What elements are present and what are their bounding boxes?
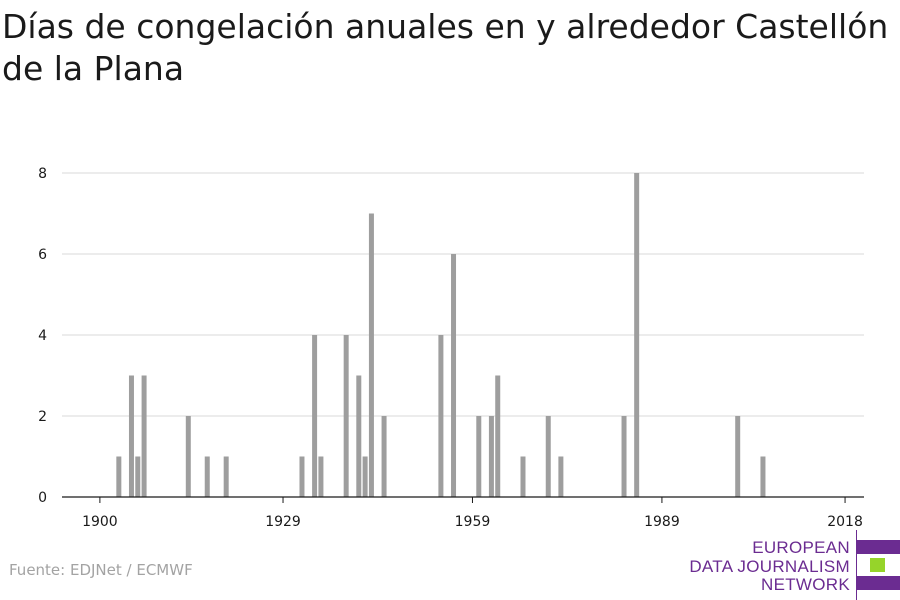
bar — [185, 416, 191, 497]
bar — [438, 335, 444, 497]
bar — [451, 254, 457, 497]
x-tick-label: 1959 — [455, 514, 491, 530]
x-tick-label: 2018 — [827, 514, 863, 530]
logo-divider — [856, 530, 857, 600]
bar — [476, 416, 482, 497]
bar — [204, 456, 210, 497]
logo-bar-middle — [870, 558, 885, 572]
bar — [634, 173, 640, 497]
bar — [318, 456, 324, 497]
y-tick-label: 8 — [38, 166, 47, 182]
bar — [141, 375, 147, 497]
logo-bar-top — [857, 540, 900, 554]
bar — [299, 456, 305, 497]
bar — [381, 416, 387, 497]
bar — [116, 456, 122, 497]
y-tick-label: 4 — [38, 328, 47, 344]
bar — [362, 456, 368, 497]
logo-line-1: EUROPEAN — [752, 538, 850, 557]
x-tick-label: 1989 — [644, 514, 680, 530]
bar — [223, 456, 229, 497]
bar — [312, 335, 318, 497]
source-note: Fuente: EDJNet / ECMWF — [9, 561, 193, 579]
bar — [356, 375, 362, 497]
bar — [488, 416, 494, 497]
bar — [135, 456, 141, 497]
edjnet-logo: EUROPEAN DATA JOURNALISM NETWORK — [689, 530, 900, 600]
y-tick-label: 6 — [38, 247, 47, 263]
logo-line-2: DATA JOURNALISM — [689, 557, 850, 576]
x-tick-label: 1900 — [82, 514, 118, 530]
logo-bar-bottom — [857, 576, 900, 590]
bars — [116, 173, 766, 497]
bar — [128, 375, 134, 497]
bar — [343, 335, 349, 497]
bar — [368, 213, 374, 497]
gridlines — [62, 172, 864, 417]
y-tick-label: 0 — [38, 490, 47, 506]
bar — [495, 375, 501, 497]
bar — [558, 456, 564, 497]
logo-line-3: NETWORK — [761, 575, 850, 594]
bar — [735, 416, 741, 497]
bar — [545, 416, 551, 497]
y-tick-label: 2 — [38, 409, 47, 425]
axes: 0 2 4 6 8 1900 1929 1959 1989 2018 — [38, 166, 864, 530]
bar — [621, 416, 627, 497]
bar — [520, 456, 526, 497]
bar — [760, 456, 766, 497]
x-tick-label: 1929 — [265, 514, 301, 530]
chart-title: Días de congelación anuales en y alreded… — [2, 7, 889, 88]
